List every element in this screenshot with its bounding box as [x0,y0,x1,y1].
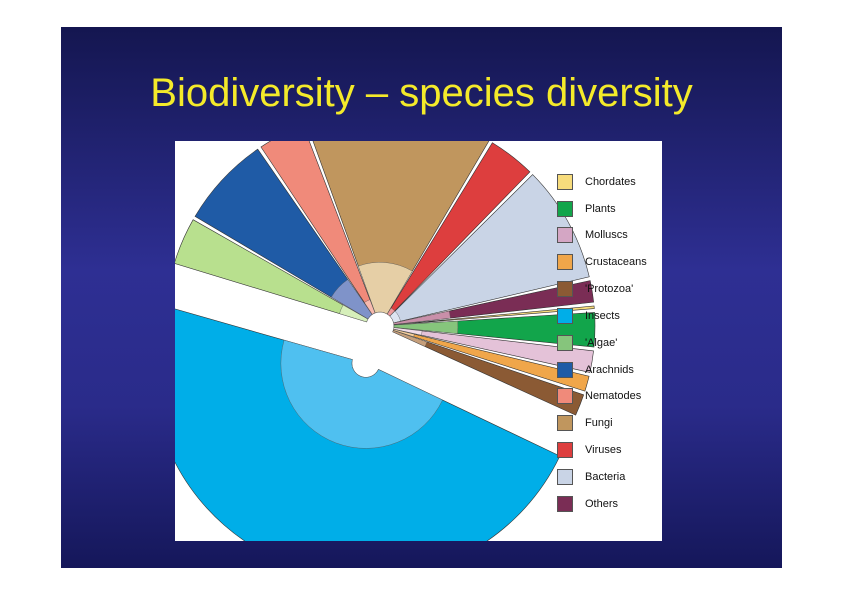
legend-item-molluscs: Molluscs [557,227,667,245]
pie-slice-plants [393,312,596,348]
legend-item-chordates: Chordates [557,174,667,192]
pie-slice-arachnids [194,148,373,320]
legend-item-algae: 'Algae' [557,335,667,353]
legend-item-viruses: Viruses [557,442,667,460]
slide-title: Biodiversity – species diversity [150,71,693,115]
legend-swatch-arachnids [557,362,573,378]
pie-slice-protozoa [392,330,585,416]
chart-panel: Chordates Plants Molluscs Crustaceans 'P… [175,141,662,541]
legend-label-fungi: Fungi [585,417,613,429]
legend-swatch-bacteria [557,469,573,485]
legend-swatch-chordates [557,174,573,190]
legend-label-molluscs: Molluscs [585,229,628,241]
legend-label-chordates: Chordates [585,176,636,188]
legend-item-insects: Insects [557,308,667,326]
slide-background: Biodiversity – species diversity Chordat… [61,27,782,568]
legend-label-nematodes: Nematodes [585,390,642,402]
legend-swatch-viruses [557,442,573,458]
legend-swatch-insects [557,308,573,324]
legend-label-crustaceans: Crustaceans [585,256,647,268]
legend-swatch-protozoa [557,281,573,297]
legend-item-arachnids: Arachnids [557,362,667,380]
legend-swatch-algae [557,335,573,351]
pie-slice-inner-fungi [358,262,413,315]
legend-label-insects: Insects [585,310,620,322]
legend-item-crustaceans: Crustaceans [557,254,667,272]
legend-item-others: Others [557,496,667,514]
legend-label-algae: 'Algae' [585,337,618,349]
legend-label-protozoa: 'Protozoa' [585,283,634,295]
legend-item-fungi: Fungi [557,415,667,433]
legend-swatch-fungi [557,415,573,431]
legend-swatch-others [557,496,573,512]
legend-label-others: Others [585,498,619,510]
legend-label-bacteria: Bacteria [585,471,626,483]
pie-chart [175,141,596,541]
legend-label-viruses: Viruses [585,444,622,456]
legend-item-nematodes: Nematodes [557,388,667,406]
legend-swatch-molluscs [557,227,573,243]
legend-swatch-plants [557,201,573,217]
pie-slice-fungi [312,141,490,315]
legend-item-protozoa: 'Protozoa' [557,281,667,299]
legend-label-arachnids: Arachnids [585,364,634,376]
legend-item-plants: Plants [557,201,667,219]
pie-slice-insects [175,308,561,541]
legend-item-bacteria: Bacteria [557,469,667,487]
pie-slice-inner-insects [280,339,443,449]
pie-slice-inner-protozoa [392,330,428,347]
pie-slice-bacteria [389,174,590,324]
legend-swatch-nematodes [557,388,573,404]
legend-label-plants: Plants [585,203,616,215]
legend-swatch-crustaceans [557,254,573,270]
